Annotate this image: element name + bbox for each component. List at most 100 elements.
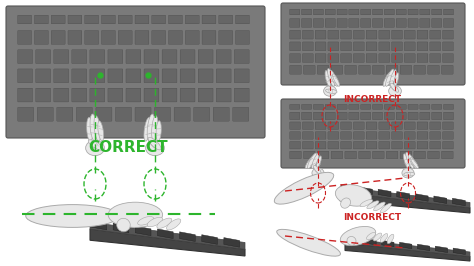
FancyBboxPatch shape xyxy=(325,112,335,120)
FancyBboxPatch shape xyxy=(404,42,415,51)
Ellipse shape xyxy=(390,70,396,86)
FancyBboxPatch shape xyxy=(57,107,73,121)
FancyBboxPatch shape xyxy=(302,132,313,139)
FancyBboxPatch shape xyxy=(441,151,453,159)
FancyBboxPatch shape xyxy=(331,151,343,159)
FancyBboxPatch shape xyxy=(290,132,301,139)
FancyBboxPatch shape xyxy=(404,122,415,130)
FancyBboxPatch shape xyxy=(180,88,195,102)
FancyBboxPatch shape xyxy=(328,122,339,130)
Ellipse shape xyxy=(360,200,373,207)
FancyBboxPatch shape xyxy=(290,122,301,130)
FancyBboxPatch shape xyxy=(354,132,364,139)
FancyBboxPatch shape xyxy=(373,19,383,27)
FancyBboxPatch shape xyxy=(328,54,339,63)
Ellipse shape xyxy=(326,89,337,93)
Polygon shape xyxy=(90,222,245,249)
Ellipse shape xyxy=(347,236,356,245)
FancyBboxPatch shape xyxy=(345,65,356,74)
FancyBboxPatch shape xyxy=(198,69,213,83)
Ellipse shape xyxy=(146,140,164,156)
Polygon shape xyxy=(340,187,470,208)
FancyBboxPatch shape xyxy=(54,69,69,83)
FancyBboxPatch shape xyxy=(428,151,439,159)
FancyBboxPatch shape xyxy=(36,50,51,64)
FancyBboxPatch shape xyxy=(441,65,453,74)
FancyBboxPatch shape xyxy=(85,15,99,24)
Polygon shape xyxy=(364,238,376,245)
FancyBboxPatch shape xyxy=(281,99,465,168)
FancyBboxPatch shape xyxy=(301,9,311,15)
FancyBboxPatch shape xyxy=(373,65,384,74)
FancyBboxPatch shape xyxy=(366,54,377,63)
FancyBboxPatch shape xyxy=(328,132,339,139)
FancyBboxPatch shape xyxy=(443,122,453,130)
FancyBboxPatch shape xyxy=(404,132,415,139)
Ellipse shape xyxy=(374,202,385,211)
FancyBboxPatch shape xyxy=(144,69,159,83)
Text: INCORRECT: INCORRECT xyxy=(343,94,401,103)
FancyBboxPatch shape xyxy=(317,65,329,74)
FancyBboxPatch shape xyxy=(384,9,394,15)
Ellipse shape xyxy=(147,114,155,141)
Ellipse shape xyxy=(324,86,337,96)
Ellipse shape xyxy=(137,217,154,225)
FancyBboxPatch shape xyxy=(216,88,231,102)
FancyBboxPatch shape xyxy=(392,42,402,51)
FancyBboxPatch shape xyxy=(361,104,371,109)
Ellipse shape xyxy=(313,165,321,174)
FancyBboxPatch shape xyxy=(35,15,48,24)
FancyBboxPatch shape xyxy=(290,65,301,74)
FancyBboxPatch shape xyxy=(366,30,377,39)
FancyBboxPatch shape xyxy=(420,112,430,120)
FancyBboxPatch shape xyxy=(302,42,313,51)
FancyBboxPatch shape xyxy=(432,9,442,15)
FancyBboxPatch shape xyxy=(72,88,87,102)
FancyBboxPatch shape xyxy=(379,122,390,130)
FancyBboxPatch shape xyxy=(213,107,229,121)
FancyBboxPatch shape xyxy=(417,142,428,149)
FancyBboxPatch shape xyxy=(373,112,383,120)
FancyBboxPatch shape xyxy=(384,112,394,120)
FancyBboxPatch shape xyxy=(373,104,383,109)
Ellipse shape xyxy=(277,229,340,256)
Polygon shape xyxy=(415,194,428,201)
FancyBboxPatch shape xyxy=(54,50,69,64)
FancyBboxPatch shape xyxy=(430,54,441,63)
FancyBboxPatch shape xyxy=(180,69,195,83)
FancyBboxPatch shape xyxy=(18,88,33,102)
Ellipse shape xyxy=(148,137,161,150)
FancyBboxPatch shape xyxy=(341,42,351,51)
FancyBboxPatch shape xyxy=(379,142,390,149)
Ellipse shape xyxy=(402,168,414,178)
FancyBboxPatch shape xyxy=(152,15,165,24)
FancyBboxPatch shape xyxy=(155,107,171,121)
Polygon shape xyxy=(360,187,373,194)
FancyBboxPatch shape xyxy=(313,112,323,120)
FancyBboxPatch shape xyxy=(313,19,323,27)
FancyBboxPatch shape xyxy=(430,122,441,130)
FancyBboxPatch shape xyxy=(361,9,371,15)
FancyBboxPatch shape xyxy=(366,132,377,139)
Ellipse shape xyxy=(325,70,330,86)
FancyBboxPatch shape xyxy=(432,19,442,27)
FancyBboxPatch shape xyxy=(301,104,311,109)
FancyBboxPatch shape xyxy=(116,107,131,121)
FancyBboxPatch shape xyxy=(392,30,402,39)
Ellipse shape xyxy=(403,154,410,169)
Ellipse shape xyxy=(90,114,97,141)
FancyBboxPatch shape xyxy=(325,9,335,15)
Ellipse shape xyxy=(366,232,375,240)
FancyBboxPatch shape xyxy=(185,31,199,44)
FancyBboxPatch shape xyxy=(386,65,398,74)
FancyBboxPatch shape xyxy=(366,122,377,130)
FancyBboxPatch shape xyxy=(328,42,339,51)
FancyBboxPatch shape xyxy=(443,132,453,139)
Ellipse shape xyxy=(340,226,376,246)
Ellipse shape xyxy=(156,121,161,141)
FancyBboxPatch shape xyxy=(126,88,141,102)
Polygon shape xyxy=(397,192,410,199)
FancyBboxPatch shape xyxy=(414,65,426,74)
FancyBboxPatch shape xyxy=(354,122,364,130)
FancyBboxPatch shape xyxy=(444,104,454,109)
